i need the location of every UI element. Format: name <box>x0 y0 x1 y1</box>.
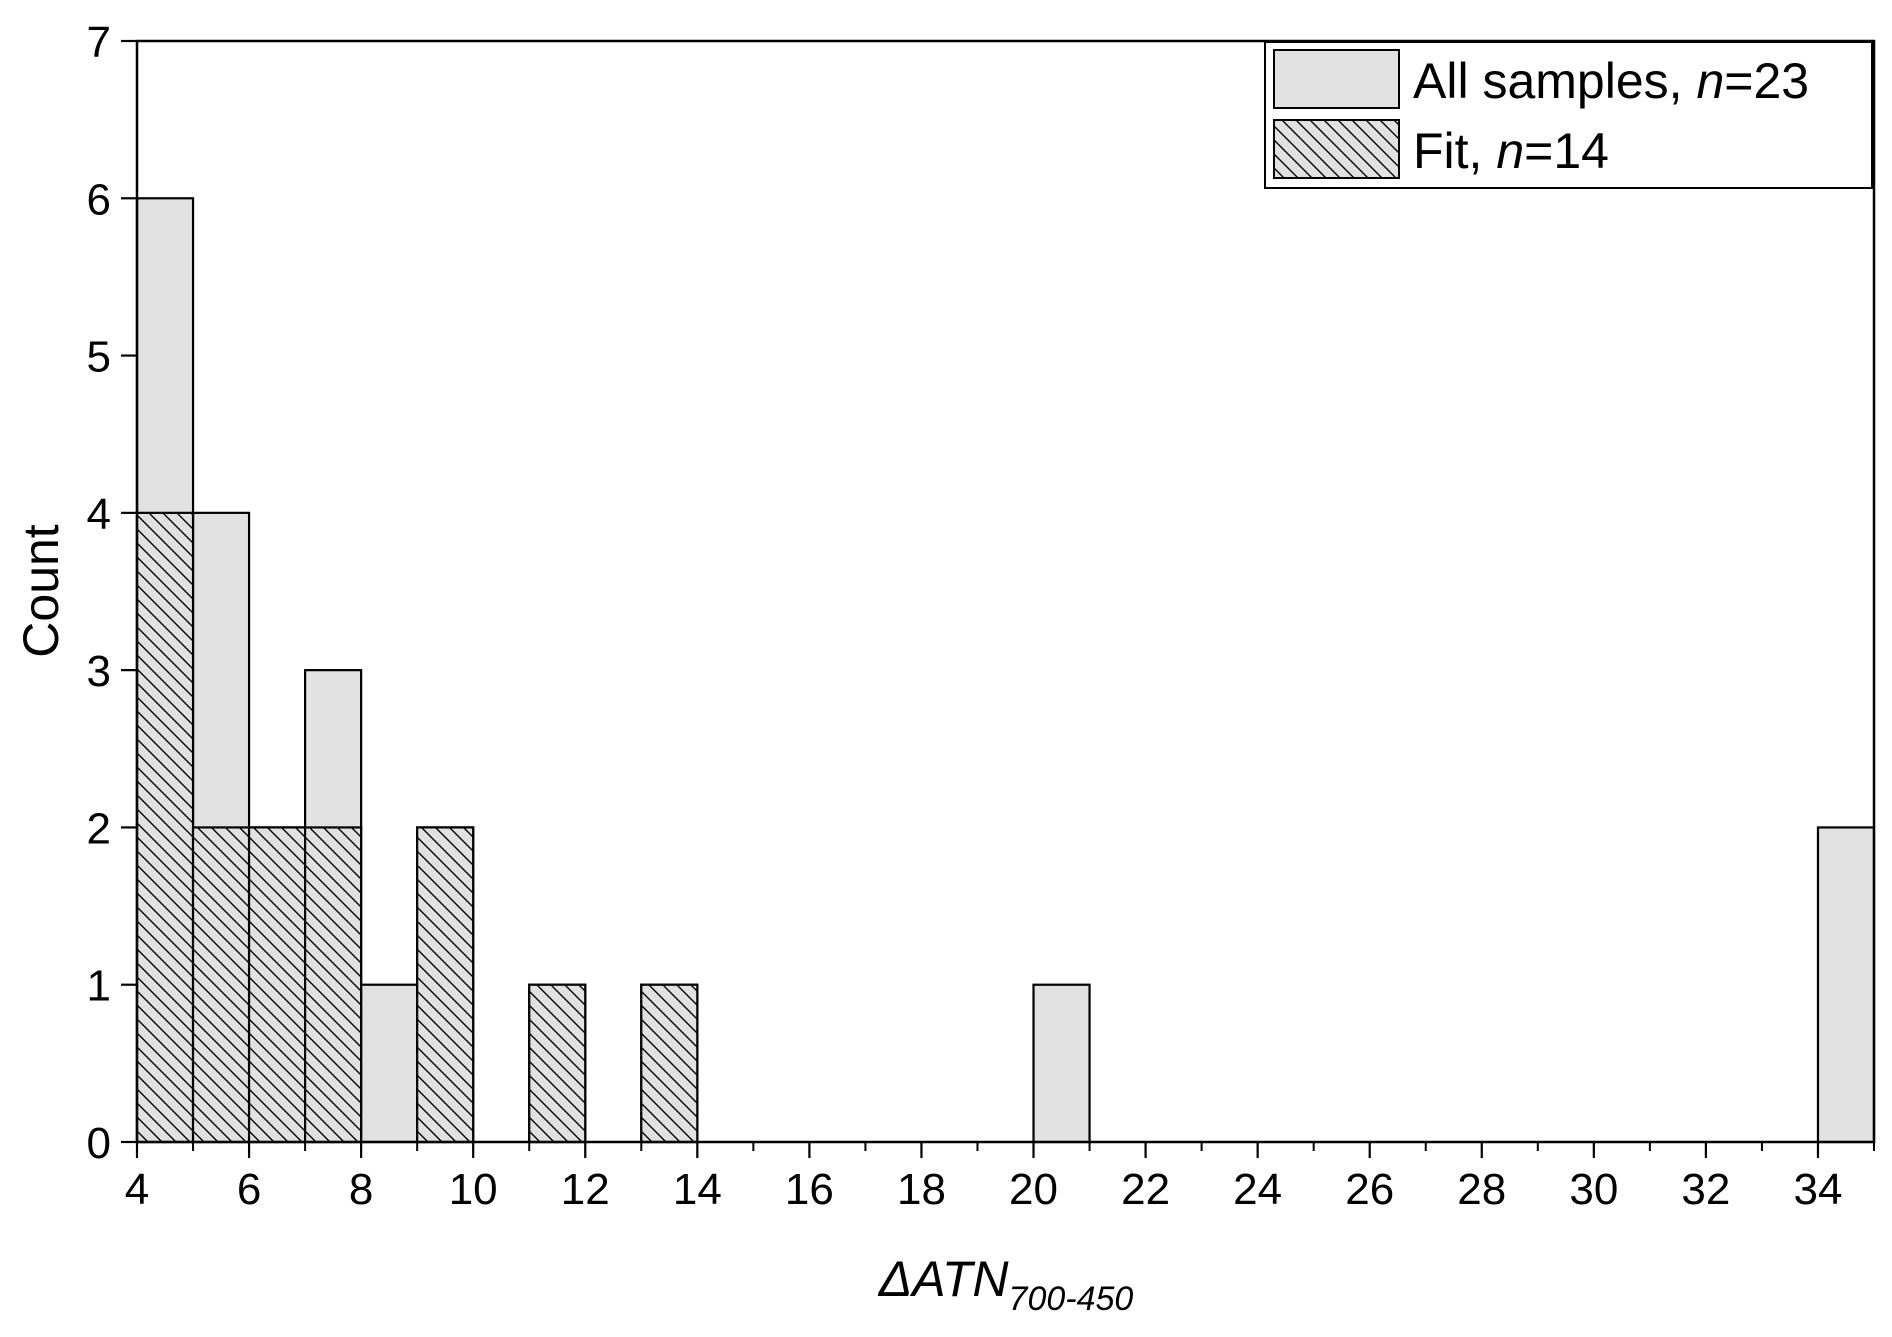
x-axis-title-symbol: ΔATN <box>878 1251 1010 1307</box>
y-tick-label: 2 <box>87 804 111 853</box>
x-tick-label: 26 <box>1345 1165 1394 1214</box>
fit-bar-11-12 <box>528 983 587 1144</box>
x-axis-title-subscript: 700-450 <box>1009 1280 1134 1318</box>
x-tick-label: 8 <box>349 1165 373 1214</box>
all-samples-bar-8-9 <box>360 983 419 1144</box>
x-tick-label: 30 <box>1569 1165 1618 1214</box>
fit-bar-6-7 <box>247 826 307 1144</box>
y-tick-label: 5 <box>87 333 111 382</box>
legend-swatch-fit <box>1273 119 1400 179</box>
all-samples-bar-34-35 <box>1816 826 1876 1144</box>
x-tick-label: 12 <box>561 1165 610 1214</box>
x-tick-label: 34 <box>1793 1165 1842 1214</box>
axis-ticks <box>121 39 1875 1158</box>
legend-label-all-samples: All samples, n=23 <box>1413 53 1809 109</box>
x-tick-label: 22 <box>1121 1165 1170 1214</box>
fit-bar-4-5 <box>135 511 195 1144</box>
x-tick-label: 4 <box>125 1165 149 1214</box>
y-tick-label: 4 <box>87 490 111 539</box>
y-tick-label: 1 <box>87 962 111 1011</box>
y-tick-label: 6 <box>87 175 111 224</box>
x-tick-label: 28 <box>1457 1165 1506 1214</box>
fit-bar-5-6 <box>191 826 251 1144</box>
fit-bar-13-14 <box>640 983 699 1144</box>
y-tick-label: 7 <box>87 18 111 67</box>
legend-label-fit: Fit, n=14 <box>1413 123 1609 179</box>
x-tick-label: 24 <box>1233 1165 1282 1214</box>
y-tick-label: 3 <box>87 647 111 696</box>
x-tick-label: 6 <box>237 1165 261 1214</box>
fit-bar-9-10 <box>416 826 475 1144</box>
y-axis-title: Count <box>13 524 69 658</box>
x-tick-label: 32 <box>1681 1165 1730 1214</box>
x-tick-label: 10 <box>449 1165 498 1214</box>
y-tick-label: 0 <box>87 1119 111 1168</box>
x-tick-label: 14 <box>673 1165 722 1214</box>
bars <box>135 197 1876 1144</box>
x-tick-label: 18 <box>897 1165 946 1214</box>
legend-swatch-all-samples <box>1273 49 1400 109</box>
all-samples-bar-20-21 <box>1032 983 1091 1144</box>
plot-area-frame <box>135 39 1876 1144</box>
x-axis-title: ΔATN700-450 <box>878 1251 1134 1318</box>
fit-bar-7-8 <box>303 826 363 1144</box>
legend: All samples, n=23 Fit, n=14 <box>1264 41 1873 189</box>
x-tick-label: 16 <box>785 1165 834 1214</box>
x-tick-label: 20 <box>1009 1165 1058 1214</box>
